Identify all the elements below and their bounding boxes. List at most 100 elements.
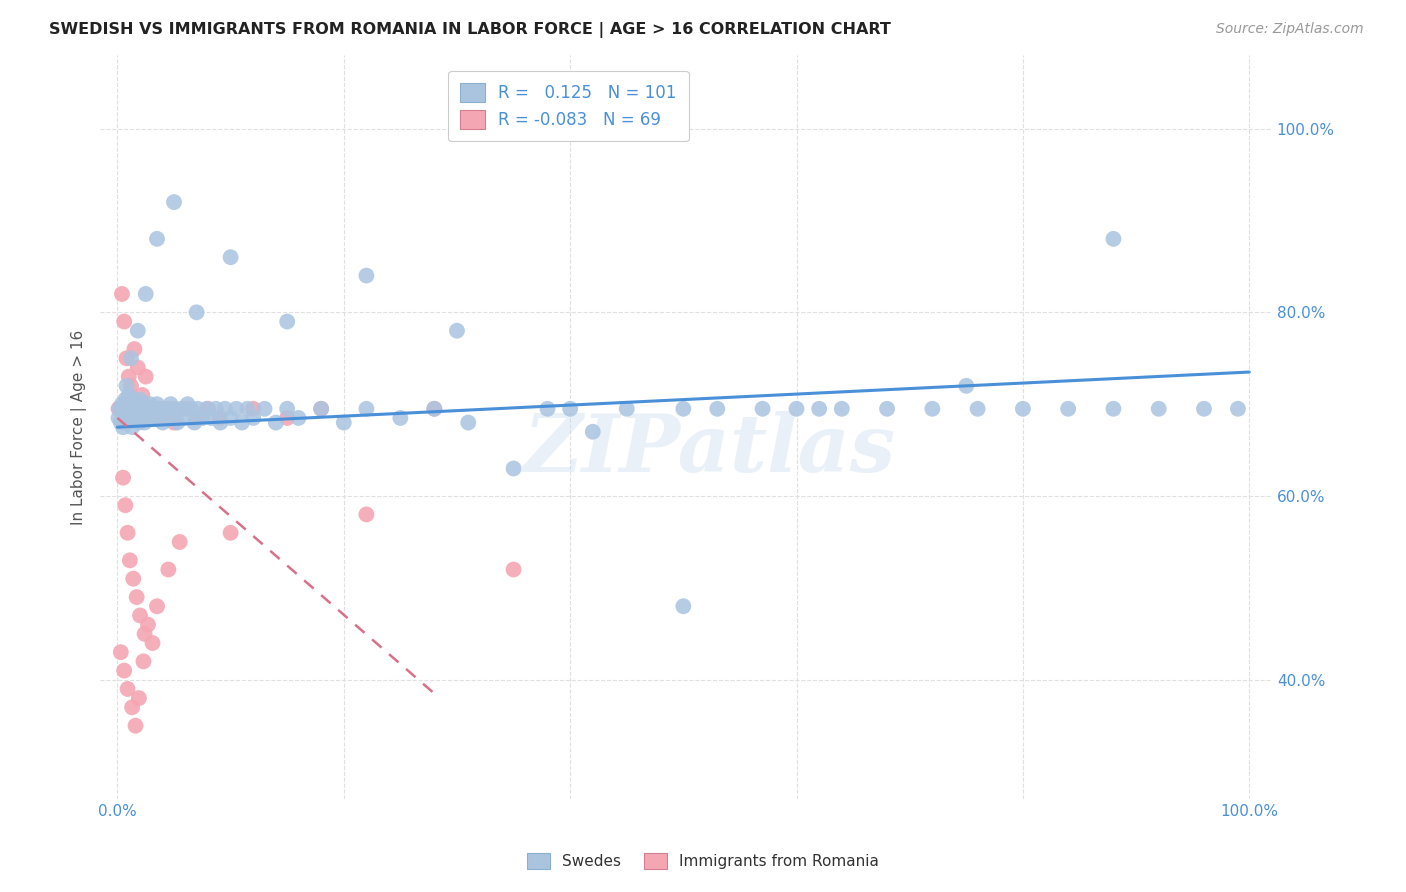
Point (117, 681, 139, 696)
Point (209, 416, 232, 430)
Y-axis label: In Labor Force | Age > 16: In Labor Force | Age > 16 (72, 329, 87, 524)
Point (163, 416, 186, 430)
Point (153, 401, 176, 416)
Point (389, 411, 412, 425)
Point (128, 416, 150, 430)
Point (174, 401, 197, 416)
Point (112, 420, 135, 434)
Point (120, 401, 142, 416)
Point (180, 401, 202, 416)
Point (135, 411, 157, 425)
Point (107, 411, 129, 425)
Point (131, 411, 153, 425)
Point (152, 416, 174, 430)
Point (121, 401, 143, 416)
Point (118, 401, 141, 416)
Point (129, 608, 152, 623)
Point (111, 401, 134, 416)
Point (214, 401, 236, 416)
Point (125, 590, 148, 604)
Point (536, 401, 558, 416)
Point (112, 406, 135, 420)
Point (134, 627, 156, 641)
Point (124, 411, 146, 425)
Point (122, 572, 145, 586)
Point (921, 401, 943, 416)
Point (170, 401, 193, 416)
Point (966, 401, 988, 416)
Point (122, 392, 145, 407)
Point (166, 416, 188, 430)
Point (146, 397, 169, 411)
Point (423, 401, 446, 416)
Point (132, 397, 155, 411)
Point (124, 401, 146, 416)
Point (142, 411, 165, 425)
Point (121, 420, 143, 434)
Point (120, 411, 142, 425)
Point (122, 411, 145, 425)
Point (1102, 401, 1125, 416)
Point (124, 401, 146, 416)
Point (157, 411, 180, 425)
Point (127, 360, 149, 375)
Point (117, 525, 139, 540)
Point (129, 411, 152, 425)
Point (128, 691, 150, 706)
Point (672, 401, 695, 416)
Point (219, 411, 242, 425)
Point (253, 401, 276, 416)
Point (808, 401, 831, 416)
Point (157, 401, 180, 416)
Point (114, 401, 136, 416)
Point (231, 416, 253, 430)
Point (831, 401, 853, 416)
Point (118, 388, 141, 402)
Point (115, 401, 138, 416)
Point (107, 401, 129, 416)
Point (186, 411, 208, 425)
Point (242, 411, 264, 425)
Legend: R =   0.125   N = 101, R = -0.083   N = 69: R = 0.125 N = 101, R = -0.083 N = 69 (449, 70, 689, 141)
Point (786, 401, 808, 416)
Point (125, 401, 148, 416)
Point (1012, 401, 1035, 416)
Point (121, 700, 143, 714)
Point (955, 379, 977, 393)
Point (200, 411, 222, 425)
Point (242, 401, 264, 416)
Point (112, 401, 135, 416)
Point (195, 401, 218, 416)
Point (173, 411, 195, 425)
Point (205, 401, 228, 416)
Point (136, 411, 159, 425)
Point (356, 508, 378, 522)
Point (446, 324, 468, 338)
Point (124, 342, 146, 356)
Point (1192, 401, 1215, 416)
Point (560, 401, 582, 416)
Point (111, 287, 134, 301)
Point (112, 471, 135, 485)
Point (309, 401, 332, 416)
Point (135, 401, 157, 416)
Point (333, 416, 356, 430)
Point (287, 411, 309, 425)
Point (120, 351, 142, 366)
Point (114, 411, 136, 425)
Point (112, 314, 135, 328)
Point (1147, 401, 1170, 416)
Point (141, 401, 163, 416)
Point (114, 498, 136, 512)
Point (141, 636, 163, 650)
Point (115, 401, 138, 416)
Point (276, 314, 298, 328)
Point (502, 562, 524, 576)
Point (146, 401, 169, 416)
Point (219, 525, 242, 540)
Text: SWEDISH VS IMMIGRANTS FROM ROMANIA IN LABOR FORCE | AGE > 16 CORRELATION CHART: SWEDISH VS IMMIGRANTS FROM ROMANIA IN LA… (49, 22, 891, 38)
Point (356, 268, 378, 283)
Point (120, 379, 142, 393)
Point (138, 401, 160, 416)
Point (131, 401, 153, 416)
